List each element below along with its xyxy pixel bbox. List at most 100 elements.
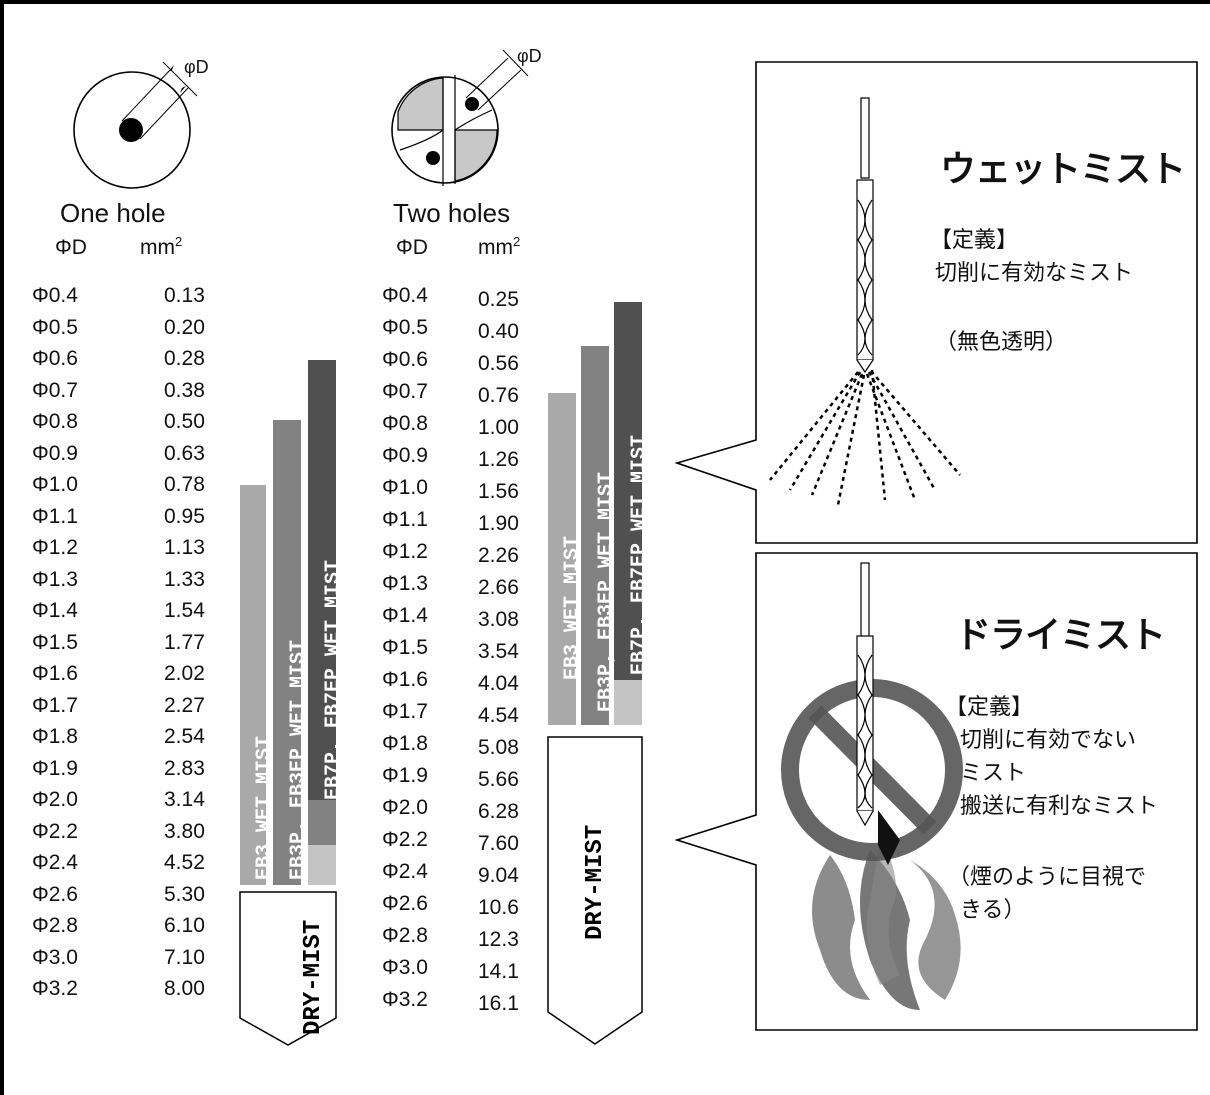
dry-note-line2: きる） xyxy=(960,897,1026,922)
list-item: 10.6 xyxy=(478,896,519,919)
list-item: Φ2.2 xyxy=(382,828,428,851)
dry-definition-line2: ミスト xyxy=(960,760,1027,785)
list-item: Φ0.7 xyxy=(382,380,428,403)
list-item: Φ1.8 xyxy=(32,725,78,748)
list-item: 1.13 xyxy=(164,536,205,559)
dry-note-line1: （煙のように目視で xyxy=(948,864,1147,889)
wet-definition: 切削に有効なミスト xyxy=(935,260,1134,285)
list-item: Φ1.9 xyxy=(382,764,428,787)
bar-eb7p-two xyxy=(614,302,642,680)
list-item: Φ0.6 xyxy=(32,347,78,370)
two-holes-bars xyxy=(547,302,643,1045)
list-item: 0.78 xyxy=(164,473,205,496)
one-hole-diameter-list: Φ0.4 Φ0.5 Φ0.6 Φ0.7 Φ0.8 Φ0.9 Φ1.0 Φ1.1 Φ1.2 Φ1.3… xyxy=(32,280,78,1005)
one-hole-bars xyxy=(239,360,337,1046)
list-item: Φ2.0 xyxy=(32,788,78,811)
one-hole-title: One hole xyxy=(60,198,166,228)
list-item: Φ2.0 xyxy=(382,796,428,819)
bar-label-eb3p-one: EB3P, EB3EP WET MIST xyxy=(287,639,310,880)
two-holes-col-area: mm2 xyxy=(478,234,521,259)
bar-eb7p-one-light xyxy=(308,845,336,885)
list-item: Φ1.4 xyxy=(32,599,78,622)
dry-mist-label-two: DRY-MIST xyxy=(582,824,609,940)
one-hole-col-area: mm2 xyxy=(140,234,183,259)
list-item: Φ0.4 xyxy=(32,284,78,307)
list-item: 2.02 xyxy=(164,662,205,685)
bar-eb7p-one xyxy=(308,360,336,800)
list-item: 1.54 xyxy=(164,599,205,622)
list-item: 0.25 xyxy=(478,288,519,311)
list-item: Φ1.0 xyxy=(382,476,428,499)
list-item: Φ1.5 xyxy=(382,636,428,659)
list-item: 5.08 xyxy=(478,736,519,759)
list-item: Φ2.4 xyxy=(32,851,78,874)
dry-definition-label: 【定義】 xyxy=(945,694,1034,719)
list-item: Φ3.0 xyxy=(382,956,428,979)
list-item: 3.80 xyxy=(164,819,205,843)
list-item: 4.52 xyxy=(164,851,205,874)
list-item: Φ0.5 xyxy=(32,315,78,339)
list-item: Φ1.7 xyxy=(382,700,428,723)
two-holes-title: Two holes xyxy=(393,198,511,228)
list-item: Φ1.1 xyxy=(32,504,78,528)
bar-label-eb7p-one: EB7P, EB7EP WET MIST xyxy=(322,559,345,800)
dry-mist-callout xyxy=(674,552,1198,1031)
list-item: 12.3 xyxy=(478,928,519,951)
dry-mist-arrow-one xyxy=(239,891,337,1046)
list-item: 8.00 xyxy=(164,977,205,1000)
list-item: Φ0.8 xyxy=(32,410,78,433)
one-hole-cross-section xyxy=(73,61,198,189)
list-item: 1.77 xyxy=(164,630,205,654)
phi-d-label-one: φD xyxy=(184,57,209,77)
one-hole-col-d: ΦD xyxy=(55,236,87,259)
list-item: 14.1 xyxy=(478,960,519,983)
list-item: Φ1.9 xyxy=(32,756,78,780)
list-item: 6.28 xyxy=(478,800,519,823)
list-item: 1.33 xyxy=(164,567,205,591)
list-item: Φ2.4 xyxy=(382,860,428,883)
list-item: 2.83 xyxy=(164,756,205,780)
list-item: Φ1.5 xyxy=(32,630,78,654)
dry-drill-drawing xyxy=(856,562,900,865)
bar-eb3p-two xyxy=(581,346,609,725)
list-item: 3.54 xyxy=(478,640,519,663)
list-item: 0.20 xyxy=(164,315,205,339)
one-hole-area-list: 0.13 0.20 0.28 0.38 0.50 0.63 0.78 0.95 1.13 1.33… xyxy=(164,280,205,1005)
list-item: 0.63 xyxy=(164,441,205,465)
wet-mist-title: ウェットミスト xyxy=(940,148,1186,189)
list-item: Φ0.5 xyxy=(382,316,428,339)
list-item: 4.04 xyxy=(478,672,519,695)
list-item: 5.30 xyxy=(164,882,205,906)
list-item: Φ2.8 xyxy=(382,924,428,947)
bar-eb3-two xyxy=(548,393,576,725)
list-item: 0.95 xyxy=(164,504,205,528)
list-item: 7.60 xyxy=(478,832,519,855)
list-item: Φ1.2 xyxy=(382,540,428,563)
bar-label-eb3p-two: EB3P, EB3EP WET MIST xyxy=(595,471,618,712)
list-item: 2.54 xyxy=(164,725,205,748)
list-item: 0.50 xyxy=(164,410,205,433)
list-item: Φ1.7 xyxy=(32,693,78,717)
list-item: 0.76 xyxy=(478,384,519,407)
list-item: 6.10 xyxy=(164,914,205,937)
list-item: 2.27 xyxy=(164,693,205,717)
list-item: Φ1.3 xyxy=(382,572,428,595)
list-item: Φ0.9 xyxy=(32,441,78,465)
bar-label-eb3-one: EB3 WET MIST xyxy=(253,735,276,880)
list-item: 1.90 xyxy=(478,512,519,535)
list-item: Φ0.9 xyxy=(382,444,428,467)
list-item: Φ1.6 xyxy=(32,662,78,685)
list-item: 0.13 xyxy=(164,284,205,307)
list-item: Φ1.1 xyxy=(382,508,428,531)
list-item: Φ1.3 xyxy=(32,567,78,591)
list-item: 16.1 xyxy=(478,992,519,1015)
wet-mist-spray xyxy=(769,369,961,506)
wet-mist-callout xyxy=(674,61,1198,544)
list-item: 7.10 xyxy=(164,945,205,969)
two-holes-diameter-list: Φ0.4 Φ0.5 Φ0.6 Φ0.7 Φ0.8 Φ0.9 Φ1.0 Φ1.1 Φ1.2 Φ1.3… xyxy=(382,280,428,1016)
list-item: 2.66 xyxy=(478,576,519,599)
list-item: 0.38 xyxy=(164,378,205,402)
list-item: 9.04 xyxy=(478,864,519,887)
